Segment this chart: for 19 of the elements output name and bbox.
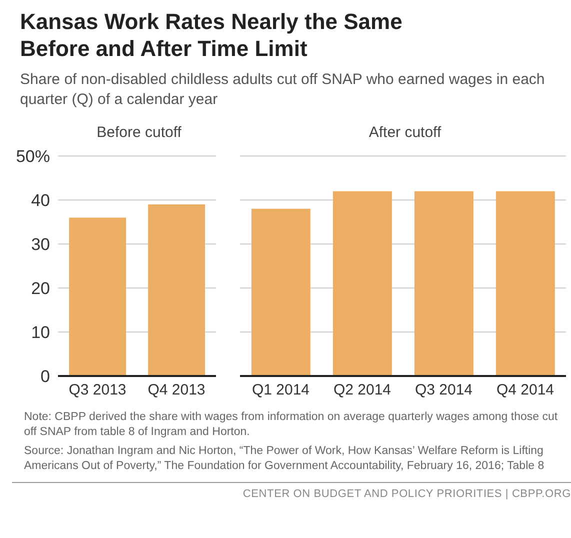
y-tick-label: 40 [31, 191, 50, 210]
text: Share of non-disabled childless adults cut off SNAP who earned wages in each quarter (Q) of a calendar year [19, 70, 546, 110]
x-tick-label: Q3 2014 [414, 382, 473, 399]
source-note: Source: Jonathan Ingram and Nic Horton, “The Power of Work, How Kansas’ Welfare Reform is Lifting Americans Out of Poverty,” The Foundation for Government Accountability, February 16, 2016; Table 8 [23, 444, 546, 474]
text: CENTER ON BUDGET AND POLICY PRIORITIES | CBPP.ORG [12, 482, 571, 500]
y-tick-label: 30 [31, 235, 50, 254]
y-tick-label: 20 [31, 279, 50, 298]
y-tick-label: 10 [31, 323, 50, 342]
chart-title: Before cutoff [96, 124, 182, 143]
chart-title: After cutoff [368, 124, 442, 143]
text: Kansas Work Rates Nearly the Same Before and After Time Limit [19, 8, 404, 62]
x-tick-label: Q3 2013 [68, 382, 126, 399]
y-tick-label: 50% [16, 147, 50, 166]
x-tick-label: Q2 2014 [333, 382, 392, 399]
x-tick-label: Q4 2013 [148, 382, 206, 399]
x-tick-label: Q1 2014 [252, 382, 310, 399]
x-tick-label: Q4 2014 [496, 382, 554, 399]
text: Note: CBPP derived the share with wages from information on average quarterly wages among those cut off SNAP from table 8 of Ingram and Horton. [23, 410, 559, 440]
y-tick-label: 0 [40, 367, 50, 386]
